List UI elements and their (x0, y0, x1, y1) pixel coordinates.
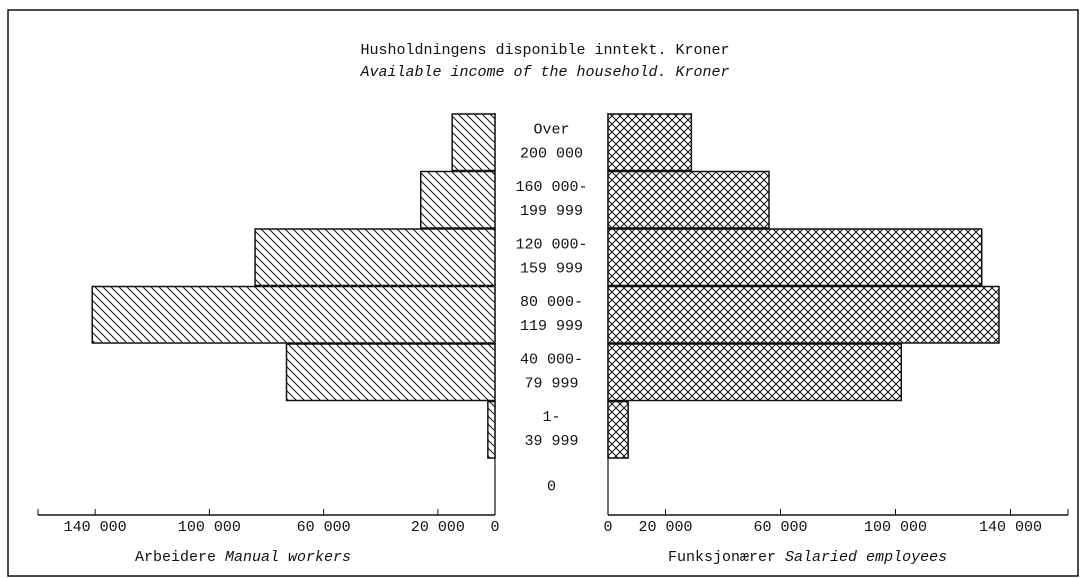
x-tick-label: 60 000 (297, 519, 351, 536)
category-label: 0 (547, 479, 556, 496)
series-name-en: Manual workers (225, 549, 351, 566)
chart-subtitle: Available income of the household. Krone… (359, 64, 729, 81)
category-label: 80 000- (520, 294, 583, 311)
category-label: 39 999 (524, 433, 578, 450)
category-label: Over (533, 122, 569, 139)
x-tick-label: 100 000 (864, 519, 927, 536)
bar (607, 228, 983, 287)
category-label: 119 999 (520, 318, 583, 335)
category-label: 40 000- (520, 352, 583, 369)
chart-title: Husholdningens disponible inntekt. Krone… (360, 42, 729, 59)
x-tick-label: 0 (490, 519, 499, 536)
bar (254, 228, 496, 287)
bar (451, 113, 496, 172)
category-label: 1- (542, 409, 560, 426)
category-label: 159 999 (520, 261, 583, 278)
category-label: 200 000 (520, 146, 583, 163)
series-name: Arbeidere (135, 549, 216, 566)
left-axis-label: Arbeidere Manual workers (135, 549, 351, 566)
category-label: 199 999 (520, 203, 583, 220)
category-label: 120 000- (515, 237, 587, 254)
bar (607, 170, 770, 229)
x-tick-label: 20 000 (411, 519, 465, 536)
x-tick-label: 20 000 (638, 519, 692, 536)
bar (607, 285, 1000, 344)
x-tick-label: 0 (603, 519, 612, 536)
x-tick-label: 140 000 (64, 519, 127, 536)
series-name-en: Salaried employees (785, 549, 947, 566)
bar (419, 170, 496, 229)
series-name: Funksjonærer (668, 549, 776, 566)
x-tick-label: 140 000 (979, 519, 1042, 536)
bar (285, 343, 496, 402)
category-label: 160 000- (515, 179, 587, 196)
bar (91, 285, 496, 344)
bar (487, 400, 496, 459)
x-tick-label: 100 000 (178, 519, 241, 536)
right-axis-label: Funksjonærer Salaried employees (668, 549, 947, 566)
category-label: 79 999 (524, 376, 578, 393)
bar (607, 343, 902, 402)
frame (7, 9, 1079, 577)
bar (607, 113, 693, 172)
bar (607, 400, 629, 459)
x-tick-label: 60 000 (753, 519, 807, 536)
